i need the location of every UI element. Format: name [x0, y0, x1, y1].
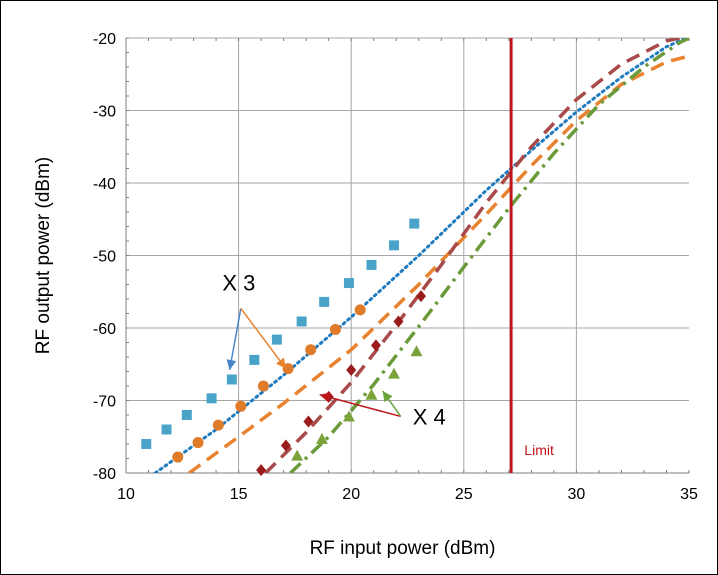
- annotation-arrow-head: [382, 391, 393, 403]
- data-point-triangle: [365, 388, 378, 400]
- data-point-square: [409, 218, 420, 229]
- y-tick-label: -30: [93, 104, 116, 121]
- data-point-diamond: [393, 315, 404, 328]
- data-point-square: [181, 410, 192, 420]
- data-point-diamond: [346, 364, 357, 377]
- fit-curve: [289, 38, 689, 473]
- data-point-square: [296, 316, 307, 327]
- data-point-triangle: [315, 432, 328, 444]
- y-tick-label: -20: [93, 31, 116, 48]
- fit-curve: [188, 54, 689, 473]
- data-point-square: [249, 354, 260, 365]
- data-point-square: [206, 393, 217, 404]
- data-point-square: [366, 259, 377, 270]
- data-point-circle: [212, 419, 224, 431]
- limit-label: Limit: [524, 442, 554, 458]
- y-tick-label: -60: [93, 321, 116, 338]
- y-tick-label: -50: [93, 249, 116, 266]
- fit-curve: [264, 38, 681, 473]
- data-point-square: [271, 334, 282, 345]
- data-point-diamond: [280, 439, 291, 452]
- data-point-diamond: [303, 415, 314, 428]
- x-tick-label: 35: [680, 486, 698, 503]
- data-point-circle: [329, 323, 341, 335]
- data-point-diamond: [370, 339, 381, 352]
- data-point-square: [388, 240, 399, 251]
- data-point-square: [226, 374, 237, 385]
- x-tick-label: 30: [568, 486, 586, 503]
- x-tick-label: 10: [117, 486, 135, 503]
- data-point-diamond: [256, 464, 267, 477]
- curves-group: [153, 38, 689, 473]
- data-point-triangle: [387, 367, 400, 379]
- data-point-triangle: [410, 345, 423, 357]
- x-axis-title: RF input power (dBm): [310, 538, 496, 559]
- y-axis-title: RF output power (dBm): [33, 157, 54, 354]
- data-point-square: [343, 278, 354, 289]
- data-point-circle: [235, 400, 247, 412]
- data-point-circle: [257, 380, 269, 392]
- annotation-arrow-shaft: [228, 308, 242, 371]
- data-point-triangle: [342, 410, 355, 422]
- x-tick-label: 15: [230, 486, 248, 503]
- data-point-circle: [172, 451, 184, 463]
- data-point-triangle: [291, 449, 304, 461]
- y-tick-label: -70: [93, 394, 116, 411]
- fit-curve: [153, 38, 689, 473]
- x-tick-label: 25: [455, 486, 473, 503]
- annotation-arrow-head: [275, 357, 286, 369]
- y-tick-label: -80: [93, 466, 116, 483]
- annotation-x4-label: X 4: [413, 404, 446, 429]
- data-point-square: [141, 439, 152, 449]
- y-tick-label: -40: [93, 176, 116, 193]
- data-point-circle: [192, 437, 204, 449]
- data-point-circle: [354, 304, 366, 316]
- annotation-arrow-head: [319, 392, 331, 403]
- annotation-arrow-shaft: [240, 307, 287, 370]
- data-point-diamond: [416, 290, 427, 303]
- x-tick-label: 20: [342, 486, 360, 503]
- data-point-circle: [305, 344, 317, 356]
- data-point-square: [319, 296, 330, 307]
- annotation-arrow-head: [226, 359, 237, 370]
- data-point-square: [161, 424, 172, 435]
- annotation-x3-label: X 3: [222, 270, 255, 295]
- annotation-arrow-shaft: [319, 393, 401, 418]
